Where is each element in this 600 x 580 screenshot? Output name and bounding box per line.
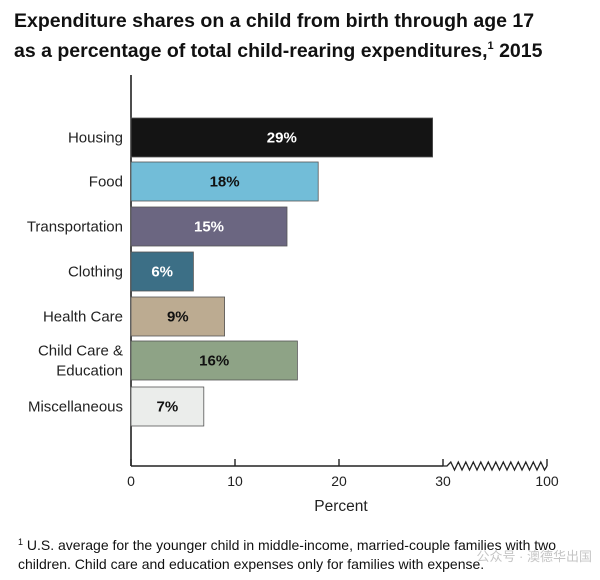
category-label-child-care-and-education: Education [56,363,123,380]
bar-clothing [130,251,194,292]
bar-transportation [130,206,288,247]
title-year: 2015 [493,40,543,62]
category-label-child-care-and-education: Child Care & [38,343,123,360]
bar-chart: 0 10 20 30 100 Percent 29% Housing 18% Food 15% Tra… [27,75,559,515]
bar-child-care-and-education [130,340,298,381]
category-label-housing: Housing [68,130,123,147]
bar-value-label: 6% [151,264,173,281]
title-footnote-marker: 1 [487,40,494,52]
bar-value-label: 18% [210,174,240,191]
bar-value-label: 9% [167,309,189,326]
bar-miscellaneous [130,386,205,427]
chart-title: Expenditure shares on a child from birth… [14,6,594,66]
footnote-text: U.S. average for the younger child in mi… [18,537,557,572]
category-label-clothing: Clothing [68,264,123,281]
footnote-marker: 1 [18,537,24,547]
x-axis-title: Percent [314,498,368,515]
watermark: 公众号 · 澳德华出国 [476,549,592,564]
bar-value-label: 15% [194,219,224,236]
bar-value-label: 16% [199,353,229,370]
x-tick-label: 30 [435,473,451,489]
bar-value-label: 7% [157,399,179,416]
x-tick-label: 0 [127,473,135,489]
x-axis-break [443,460,548,472]
category-label-food: Food [89,174,123,191]
bar-health-care [130,296,225,337]
x-tick-label: 100 [535,473,559,489]
category-label-miscellaneous: Miscellaneous [28,399,123,416]
footnote: 1 U.S. average for the younger child in … [18,536,588,574]
bar-housing [130,117,434,158]
bar-value-label: 29% [267,130,297,147]
category-label-transportation: Transportation [27,219,123,236]
x-tick-label: 10 [227,473,243,489]
title-line2: as a percentage of total child-rearing e… [14,40,488,62]
title-line1: Expenditure shares on a child from birth… [14,10,535,32]
bar-food [130,161,319,202]
x-tick-label: 20 [331,473,347,489]
category-label-health-care: Health Care [43,309,123,326]
